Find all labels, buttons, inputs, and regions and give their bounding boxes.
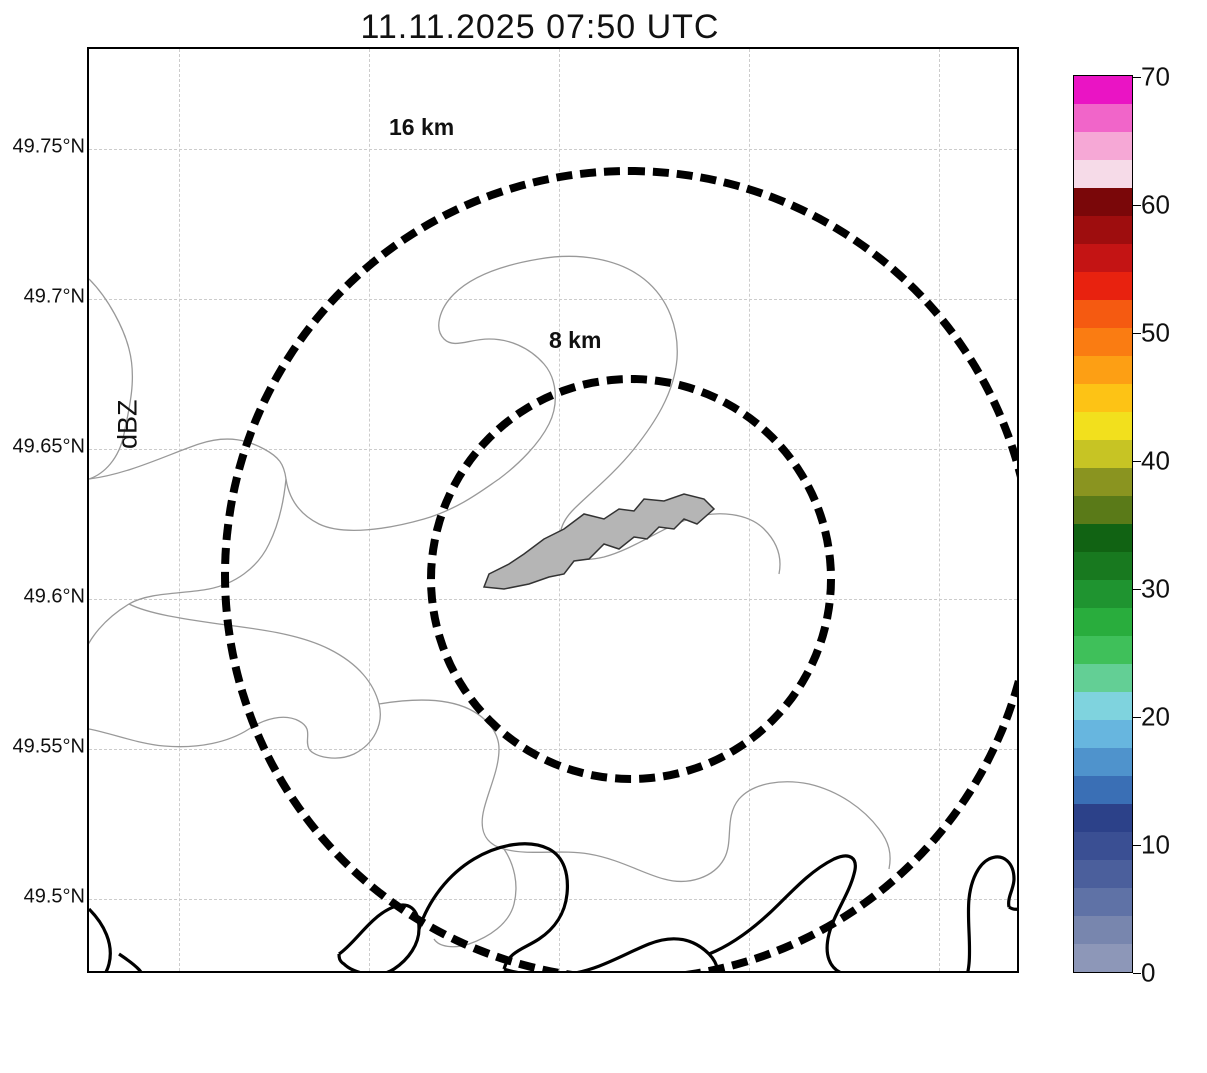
colorbar-legend: 0 10 20 30 40 50 60 70 xyxy=(1073,75,1143,973)
y-tick-label: 49.75°N xyxy=(10,136,85,159)
y-tick-label: 49.7°N xyxy=(10,286,85,309)
colorbar-tick-10: 10 xyxy=(1141,830,1170,861)
radar-map-container: 11.11.2025 07:50 UTC xyxy=(0,0,1207,1073)
page-title: 11.11.2025 07:50 UTC xyxy=(60,8,1020,47)
colorbar-tick-70: 70 xyxy=(1141,62,1170,93)
colorbar-axis-label: dBZ xyxy=(113,399,144,449)
colorbar-tick-50: 50 xyxy=(1141,318,1170,349)
y-tick-label: 49.5°N xyxy=(10,886,85,909)
colorbar-tick-20: 20 xyxy=(1141,702,1170,733)
colorbar-tick-60: 60 xyxy=(1141,190,1170,221)
gridline-horizontal xyxy=(89,149,1017,150)
gridline-vertical xyxy=(179,49,180,971)
y-tick-label: 49.6°N xyxy=(10,586,85,609)
y-tick-label: 49.55°N xyxy=(10,736,85,759)
colorbar-tick-40: 40 xyxy=(1141,446,1170,477)
y-tick-label: 49.65°N xyxy=(10,436,85,459)
colorbar-tick-0: 0 xyxy=(1141,958,1155,989)
map-plot-area: 16 km 8 km 6°E 6.1°E 6.2°E 6.3°E 6.4°E xyxy=(87,47,1019,973)
range-label-8km: 8 km xyxy=(549,327,601,354)
colorbar-gradient xyxy=(1073,75,1133,973)
colorbar-tick-30: 30 xyxy=(1141,574,1170,605)
range-label-16km: 16 km xyxy=(389,114,454,141)
range-circle-16km xyxy=(221,167,1019,973)
